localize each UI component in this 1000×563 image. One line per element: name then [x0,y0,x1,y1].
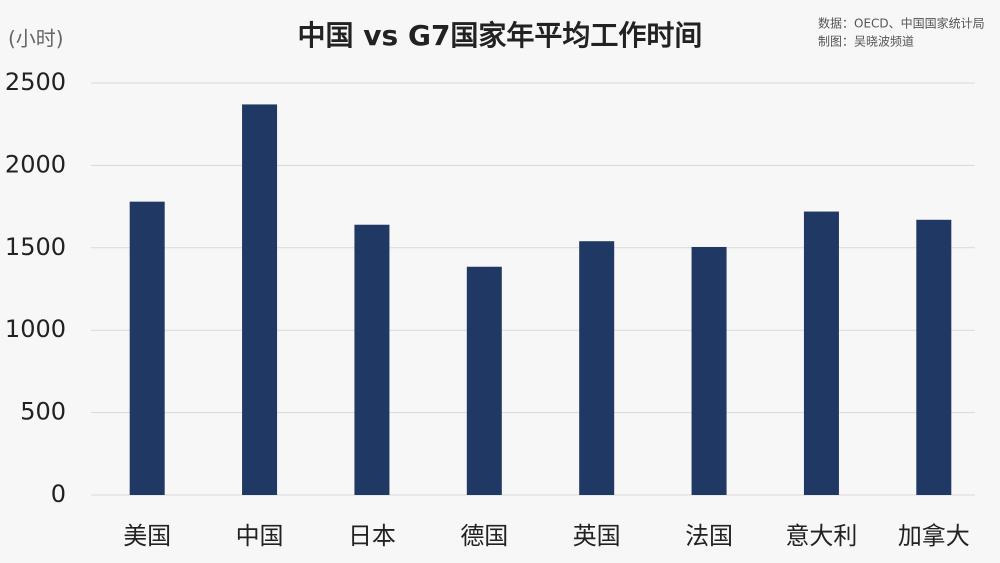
y-axis-label: (小时) [8,27,64,51]
x-tick-label: 德国 [460,522,508,550]
bar [803,211,839,495]
bar [916,219,952,495]
y-tick-label: 1500 [5,233,66,261]
bar [579,241,615,495]
bar [466,266,502,495]
bar [129,201,165,495]
bar [354,224,390,495]
x-tick-label: 日本 [348,522,396,550]
x-tick-label: 法国 [685,522,733,550]
x-tick-label: 英国 [573,522,621,550]
y-tick-label: 0 [51,480,66,508]
credit-note: 制图：吴晓波频道 [818,35,914,49]
bar [242,104,278,495]
source-note: 数据：OECD、中国国家统计局 [818,16,985,31]
chart-title: 中国 vs G7国家年平均工作时间 [298,19,703,52]
y-tick-label: 1000 [5,315,66,343]
x-tick-label: 美国 [123,522,171,550]
y-tick-label: 2000 [5,150,66,178]
y-tick-label: 2500 [5,68,66,96]
x-tick-label: 加拿大 [898,522,970,550]
x-tick-label: 意大利 [785,522,857,550]
y-tick-label: 500 [20,398,66,426]
x-tick-label: 中国 [236,522,284,550]
bar [691,246,727,495]
